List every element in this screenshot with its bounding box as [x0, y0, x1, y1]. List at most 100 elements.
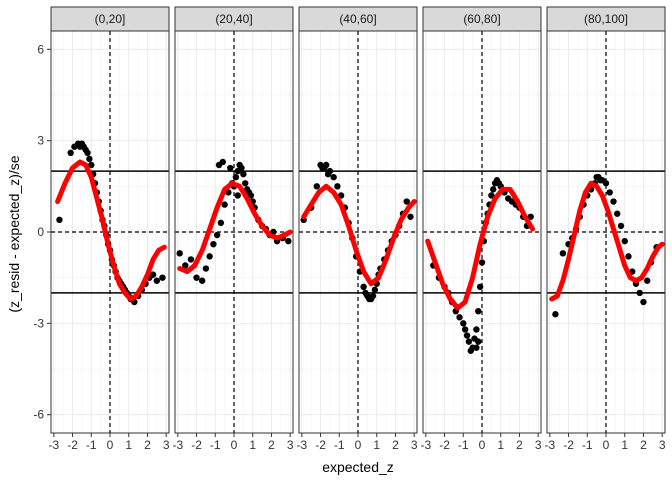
data-point	[552, 311, 559, 318]
x-tick-label: -1	[334, 438, 345, 452]
data-point	[149, 271, 157, 278]
x-tick-label: 0	[603, 438, 610, 452]
data-point	[490, 186, 497, 193]
x-tick-label: -3	[48, 438, 59, 452]
data-point	[617, 222, 625, 230]
data-point	[213, 231, 221, 239]
y-axis-title: (z_resid - expected_z)/se	[6, 155, 22, 312]
data-point	[219, 158, 226, 166]
data-point	[403, 198, 410, 205]
data-point	[488, 192, 495, 199]
x-tick-label: 2	[392, 438, 399, 452]
x-tick-label: -1	[86, 438, 97, 452]
data-point	[465, 338, 473, 345]
x-tick-label: -1	[210, 438, 221, 452]
data-point	[621, 237, 628, 245]
data-point	[644, 277, 651, 284]
facet-panel: (40,60] -3 -2 -1 0 1 2 3	[296, 6, 418, 452]
data-point	[210, 240, 217, 248]
data-point	[176, 250, 183, 257]
x-tick-label: -1	[582, 438, 593, 452]
x-tick-label: -3	[296, 438, 307, 452]
data-point	[473, 326, 480, 333]
facet-strip-label: (60,80]	[463, 12, 500, 26]
x-tick-label: -3	[172, 438, 183, 452]
x-tick-label: -3	[420, 438, 431, 452]
data-point	[330, 173, 337, 181]
data-point	[602, 180, 610, 187]
data-point	[240, 170, 247, 178]
y-tick-label: 0	[37, 225, 44, 239]
data-point	[227, 164, 234, 172]
data-point	[527, 213, 534, 220]
x-tick-label: -2	[67, 438, 78, 452]
data-point	[206, 253, 213, 260]
facet-panel: (20,40] -3 -2 -1 0 1 2 3	[172, 6, 294, 452]
x-tick-label: -3	[544, 438, 555, 452]
data-point	[478, 259, 486, 266]
data-point	[242, 180, 249, 187]
x-tick-label: 1	[249, 438, 256, 452]
x-tick-label: 3	[287, 438, 294, 452]
data-point	[463, 332, 471, 339]
fitted-curve	[177, 180, 293, 275]
x-tick-label: 2	[144, 438, 151, 452]
x-tick-label: 1	[621, 438, 628, 452]
data-point	[193, 274, 200, 281]
x-tick-label: -2	[191, 438, 202, 452]
data-point	[625, 253, 632, 260]
y-tick-label: -3	[33, 316, 44, 330]
fitted-curve	[301, 183, 417, 287]
data-point	[559, 250, 567, 257]
x-axis-title: expected_z	[322, 459, 394, 475]
x-tick-label: -2	[315, 438, 326, 452]
x-tick-label: 0	[107, 438, 114, 452]
x-tick-label: -1	[458, 438, 469, 452]
data-point	[475, 338, 482, 345]
data-point	[88, 161, 95, 169]
data-point	[247, 192, 255, 199]
data-point	[636, 289, 643, 297]
data-point	[334, 183, 341, 190]
x-tick-label: 3	[411, 438, 418, 452]
data-point	[187, 256, 195, 263]
data-point	[407, 213, 414, 220]
data-point	[476, 283, 484, 291]
x-tick-label: 3	[659, 438, 666, 452]
data-point	[606, 189, 613, 196]
data-point	[337, 192, 345, 199]
data-point	[360, 283, 367, 291]
data-point	[84, 149, 91, 157]
data-point	[456, 314, 463, 321]
data-point	[597, 177, 604, 184]
facet-panel: (60,80] -3 -2 -1 0 1 2 3	[420, 6, 542, 452]
data-point	[217, 219, 225, 227]
facet-strip	[174, 6, 294, 32]
data-point	[285, 237, 292, 245]
facet-strip	[50, 6, 170, 32]
facet-strip-label: (80,100]	[584, 12, 628, 26]
data-point	[369, 292, 377, 300]
facet-strip-label: (40,60]	[339, 12, 376, 26]
data-point	[473, 344, 480, 351]
data-point	[159, 274, 166, 281]
data-point	[153, 277, 161, 284]
data-point	[371, 286, 379, 294]
facet-strip-label: (0,20]	[95, 12, 126, 26]
fitted-curve	[55, 159, 167, 302]
facet-strip	[298, 6, 418, 32]
x-tick-label: 0	[479, 438, 486, 452]
data-point	[324, 170, 332, 178]
facet-strip-label: (20,40]	[215, 12, 252, 26]
facet-panel: (80,100] -3 -2 -1 0 1 2 3	[544, 6, 666, 452]
x-tick-label: -2	[563, 438, 574, 452]
data-point	[221, 201, 228, 208]
fitted-curve	[425, 186, 536, 311]
x-tick-label: 1	[497, 438, 504, 452]
data-point	[460, 320, 467, 327]
data-point	[56, 216, 63, 224]
fitted-curve	[549, 180, 665, 302]
x-tick-label: 0	[355, 438, 362, 452]
data-point	[198, 277, 206, 284]
